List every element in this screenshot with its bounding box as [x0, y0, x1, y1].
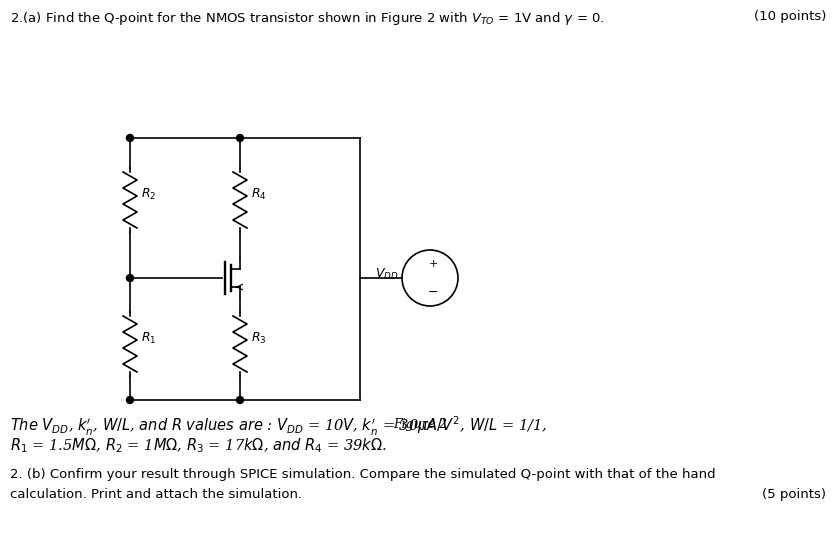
Text: $V_{DD}$: $V_{DD}$ — [375, 266, 399, 282]
Text: $R_4$: $R_4$ — [251, 186, 267, 202]
Text: Figure 2: Figure 2 — [393, 418, 447, 431]
Text: calculation. Print and attach the simulation.: calculation. Print and attach the simula… — [10, 488, 302, 501]
Circle shape — [127, 397, 133, 403]
Text: $\mathit{The}$ $V_{\mathit{DD}}$, $k^{\prime}_{\mathit{n}}$, $W/L$, $\mathit{and: $\mathit{The}$ $V_{\mathit{DD}}$, $k^{\p… — [10, 415, 547, 438]
Text: (10 points): (10 points) — [753, 10, 826, 23]
Circle shape — [237, 134, 243, 141]
Text: $R_1$: $R_1$ — [141, 330, 156, 346]
Text: $R_3$: $R_3$ — [251, 330, 267, 346]
Text: (5 points): (5 points) — [762, 488, 826, 501]
Circle shape — [127, 134, 133, 141]
Circle shape — [127, 275, 133, 282]
Text: $R_2$: $R_2$ — [141, 186, 156, 202]
Text: $R_1$ = 1.5$M\Omega$, $R_2$ = 1$M\Omega$, $R_3$ = 17$k\Omega$, $\mathit{and}$ $R: $R_1$ = 1.5$M\Omega$, $R_2$ = 1$M\Omega$… — [10, 436, 387, 455]
Circle shape — [237, 397, 243, 403]
Text: +: + — [429, 259, 438, 269]
Text: −: − — [428, 286, 438, 299]
Text: 2.(a) Find the Q-point for the NMOS transistor shown in Figure 2 with $V_{TO}$ =: 2.(a) Find the Q-point for the NMOS tran… — [10, 10, 605, 27]
Text: 2. (b) Confirm your result through SPICE simulation. Compare the simulated Q-poi: 2. (b) Confirm your result through SPICE… — [10, 468, 716, 481]
